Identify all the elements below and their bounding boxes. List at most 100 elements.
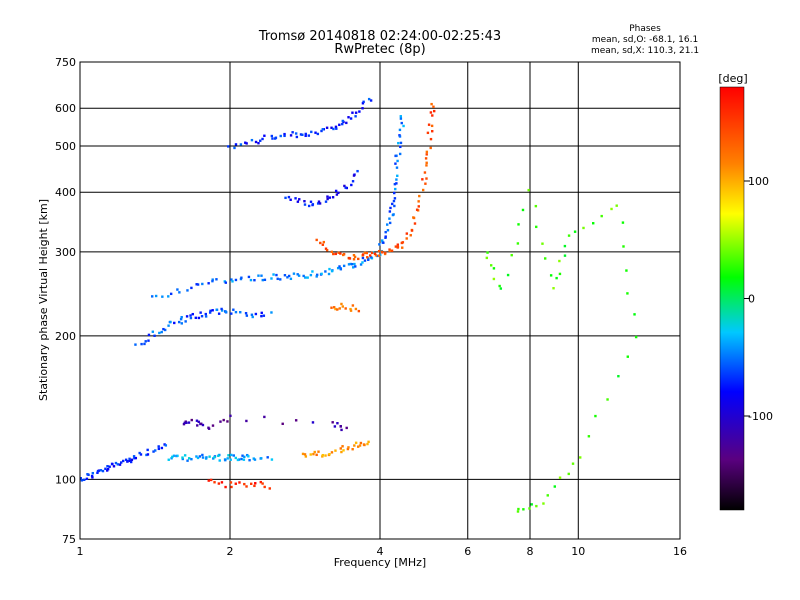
data-point [283,132,286,136]
data-point [309,453,312,456]
data-point [106,465,109,468]
colorbar-tick-label: 0 [748,293,755,306]
data-point [522,508,525,511]
data-point [204,315,208,318]
data-point [234,456,237,460]
data-point [190,286,193,290]
data-point [347,116,350,119]
colorbar-ticks: 100 0 -100 [744,175,773,423]
data-point [362,443,366,446]
data-point [91,476,94,479]
data-point [339,425,342,428]
data-point [266,456,269,459]
data-point [346,447,350,451]
data-point [268,487,271,490]
data-point [234,143,238,146]
data-point [309,200,313,203]
data-point [303,203,307,206]
data-point [101,469,105,473]
data-point [312,452,315,456]
data-point [239,277,243,281]
data-point [238,481,241,484]
data-point [286,276,289,279]
data-point [405,232,409,235]
data-point [261,482,264,485]
data-point [180,322,183,325]
data-point [182,422,186,426]
data-point [248,459,251,462]
data-point [334,252,338,256]
data-point [317,450,320,453]
data-point [489,264,493,267]
data-point [163,328,167,332]
data-point [144,340,147,343]
data-point [226,420,229,423]
data-point [432,105,435,108]
data-point [353,255,357,259]
colorbar-tick-label: -100 [748,410,773,423]
data-point [399,117,403,120]
data-point [227,145,230,148]
data-point [223,280,226,283]
data-point [373,252,377,256]
data-point [140,342,143,346]
data-point [622,245,625,248]
data-point [417,205,420,208]
data-point [261,278,264,282]
data-point [399,115,403,118]
data-point [334,307,337,311]
data-point [384,230,387,234]
data-point [132,455,136,458]
data-point [567,472,570,476]
data-point [215,308,218,311]
data-point [160,446,164,450]
data-point [335,193,339,196]
data-point [344,307,347,310]
data-point [298,198,301,201]
data-point [118,463,122,466]
data-point [339,252,342,255]
data-point [197,316,201,320]
data-point [401,246,404,249]
data-point [183,454,187,457]
data-point [367,97,371,101]
data-point [189,316,193,320]
data-point [318,202,322,205]
y-tick-label: 400 [55,186,76,199]
data-point [430,102,433,106]
data-point [610,207,613,211]
colorbar-label: [deg] [718,72,747,85]
data-point [370,251,374,255]
data-point [224,281,227,284]
data-point [424,182,427,185]
data-point [198,455,202,458]
data-point [167,295,170,298]
data-point [307,134,311,137]
data-point [176,288,179,291]
data-point [311,270,314,273]
data-point [429,111,433,114]
data-point [361,107,364,110]
data-point [200,315,204,318]
data-point [194,316,198,320]
data-point [239,311,242,314]
data-point [516,510,520,513]
data-point [211,309,214,312]
data-point [301,452,305,456]
data-point [152,450,155,453]
data-point [349,262,352,266]
data-point [332,127,335,131]
data-point [143,342,146,346]
data-point [234,278,238,282]
x-axis-label: Frequency [MHz] [334,556,426,569]
data-point [306,276,309,279]
data-point [250,138,254,142]
data-point [356,445,360,448]
data-point [111,462,114,466]
data-point [528,507,531,510]
data-point [302,274,305,278]
data-point [338,307,341,310]
x-tick-label: 8 [527,545,534,558]
data-point [196,456,200,460]
data-point [388,221,392,225]
